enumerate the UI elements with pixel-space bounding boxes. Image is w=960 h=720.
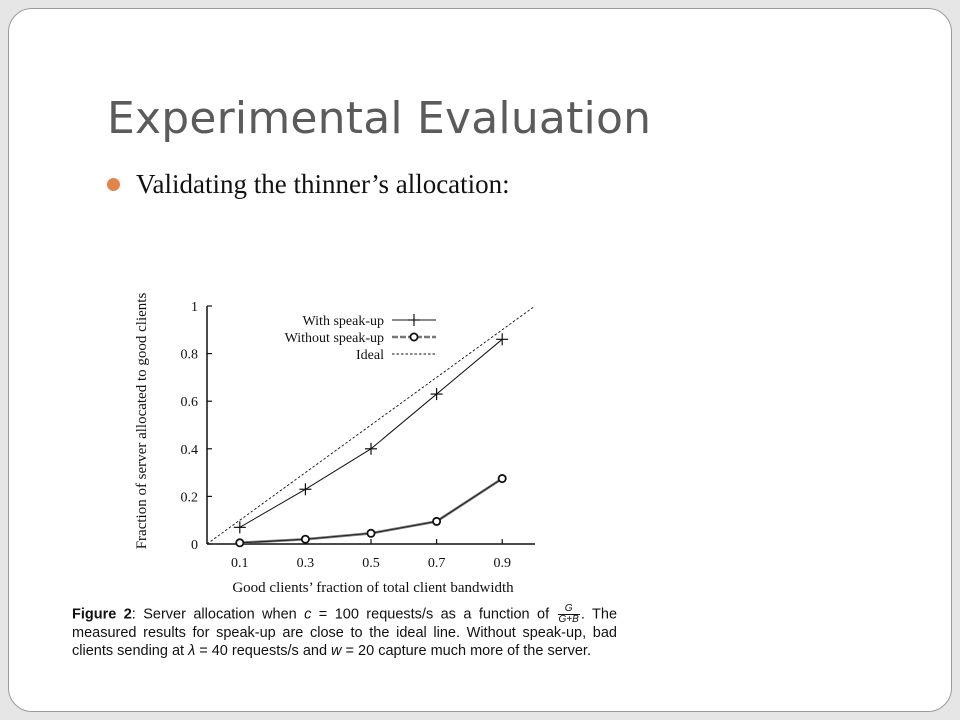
caption-var-w: w (331, 642, 342, 659)
with-speak-up-point (430, 388, 443, 401)
figure-caption: Figure 2: Server allocation when c = 100… (72, 604, 617, 660)
x-axis-label: Good clients’ fraction of total client b… (232, 580, 514, 596)
with-speak-up-point (299, 483, 312, 496)
slide: Experimental Evaluation Validating the t… (8, 8, 952, 712)
caption-text-3: . The measured results for speak-up are … (72, 606, 618, 659)
caption-fraction: G G+B (557, 604, 580, 625)
bullet-text: Validating the thinner’s allocation: (136, 168, 510, 199)
without-speak-up-point (497, 474, 507, 484)
legend-label-without-speak-up: Without speak-up (285, 331, 384, 346)
caption-figure-label: Figure 2 (72, 606, 132, 623)
bullet-dot-icon (107, 177, 120, 191)
y-tick-label: 1 (191, 300, 198, 315)
legend-label-with-speak-up: With speak-up (303, 314, 384, 329)
caption-var-lambda: λ (188, 642, 196, 659)
with-speak-up-point (233, 521, 246, 534)
y-tick-label: 0.6 (181, 395, 199, 410)
y-tick-label: 0.8 (181, 348, 199, 363)
legend-label-ideal: Ideal (356, 348, 384, 363)
caption-text-1: : Server allocation when (131, 606, 305, 623)
caption-var-c: c (304, 606, 312, 623)
without-speak-up-point (235, 538, 245, 548)
with-speak-up-point (496, 333, 509, 346)
x-tick-label: 0.1 (231, 556, 249, 571)
bullet-item: Validating the thinner’s allocation: (107, 164, 510, 204)
caption-text-2: = 100 requests/s as a function of (311, 606, 557, 623)
slide-title: Experimental Evaluation (107, 93, 652, 144)
y-tick-label: 0.2 (181, 490, 199, 505)
legend-marker-circle (409, 332, 419, 342)
y-tick-label: 0.4 (181, 443, 199, 458)
without-speak-up-point (432, 516, 442, 526)
x-tick-label: 0.3 (297, 556, 315, 571)
series-with-speak-up-line (239, 338, 503, 528)
with-speak-up-point (365, 442, 377, 455)
x-tick-label: 0.5 (362, 556, 380, 571)
y-axis-label: Fraction of server allocated to good cli… (134, 293, 150, 550)
x-tick-label: 0.7 (428, 556, 446, 571)
caption-fraction-numerator: G (557, 604, 580, 615)
without-speak-up-point (366, 528, 376, 538)
caption-text-5: = 20 capture much more of the server. (341, 642, 591, 659)
y-tick-label: 0 (191, 538, 198, 553)
caption-fraction-denominator: G+B (558, 614, 579, 625)
without-speak-up-point (300, 534, 310, 544)
caption-text-4: = 40 requests/s and (195, 642, 332, 659)
series-ideal-line (206, 305, 536, 545)
x-tick-label: 0.9 (493, 556, 511, 571)
